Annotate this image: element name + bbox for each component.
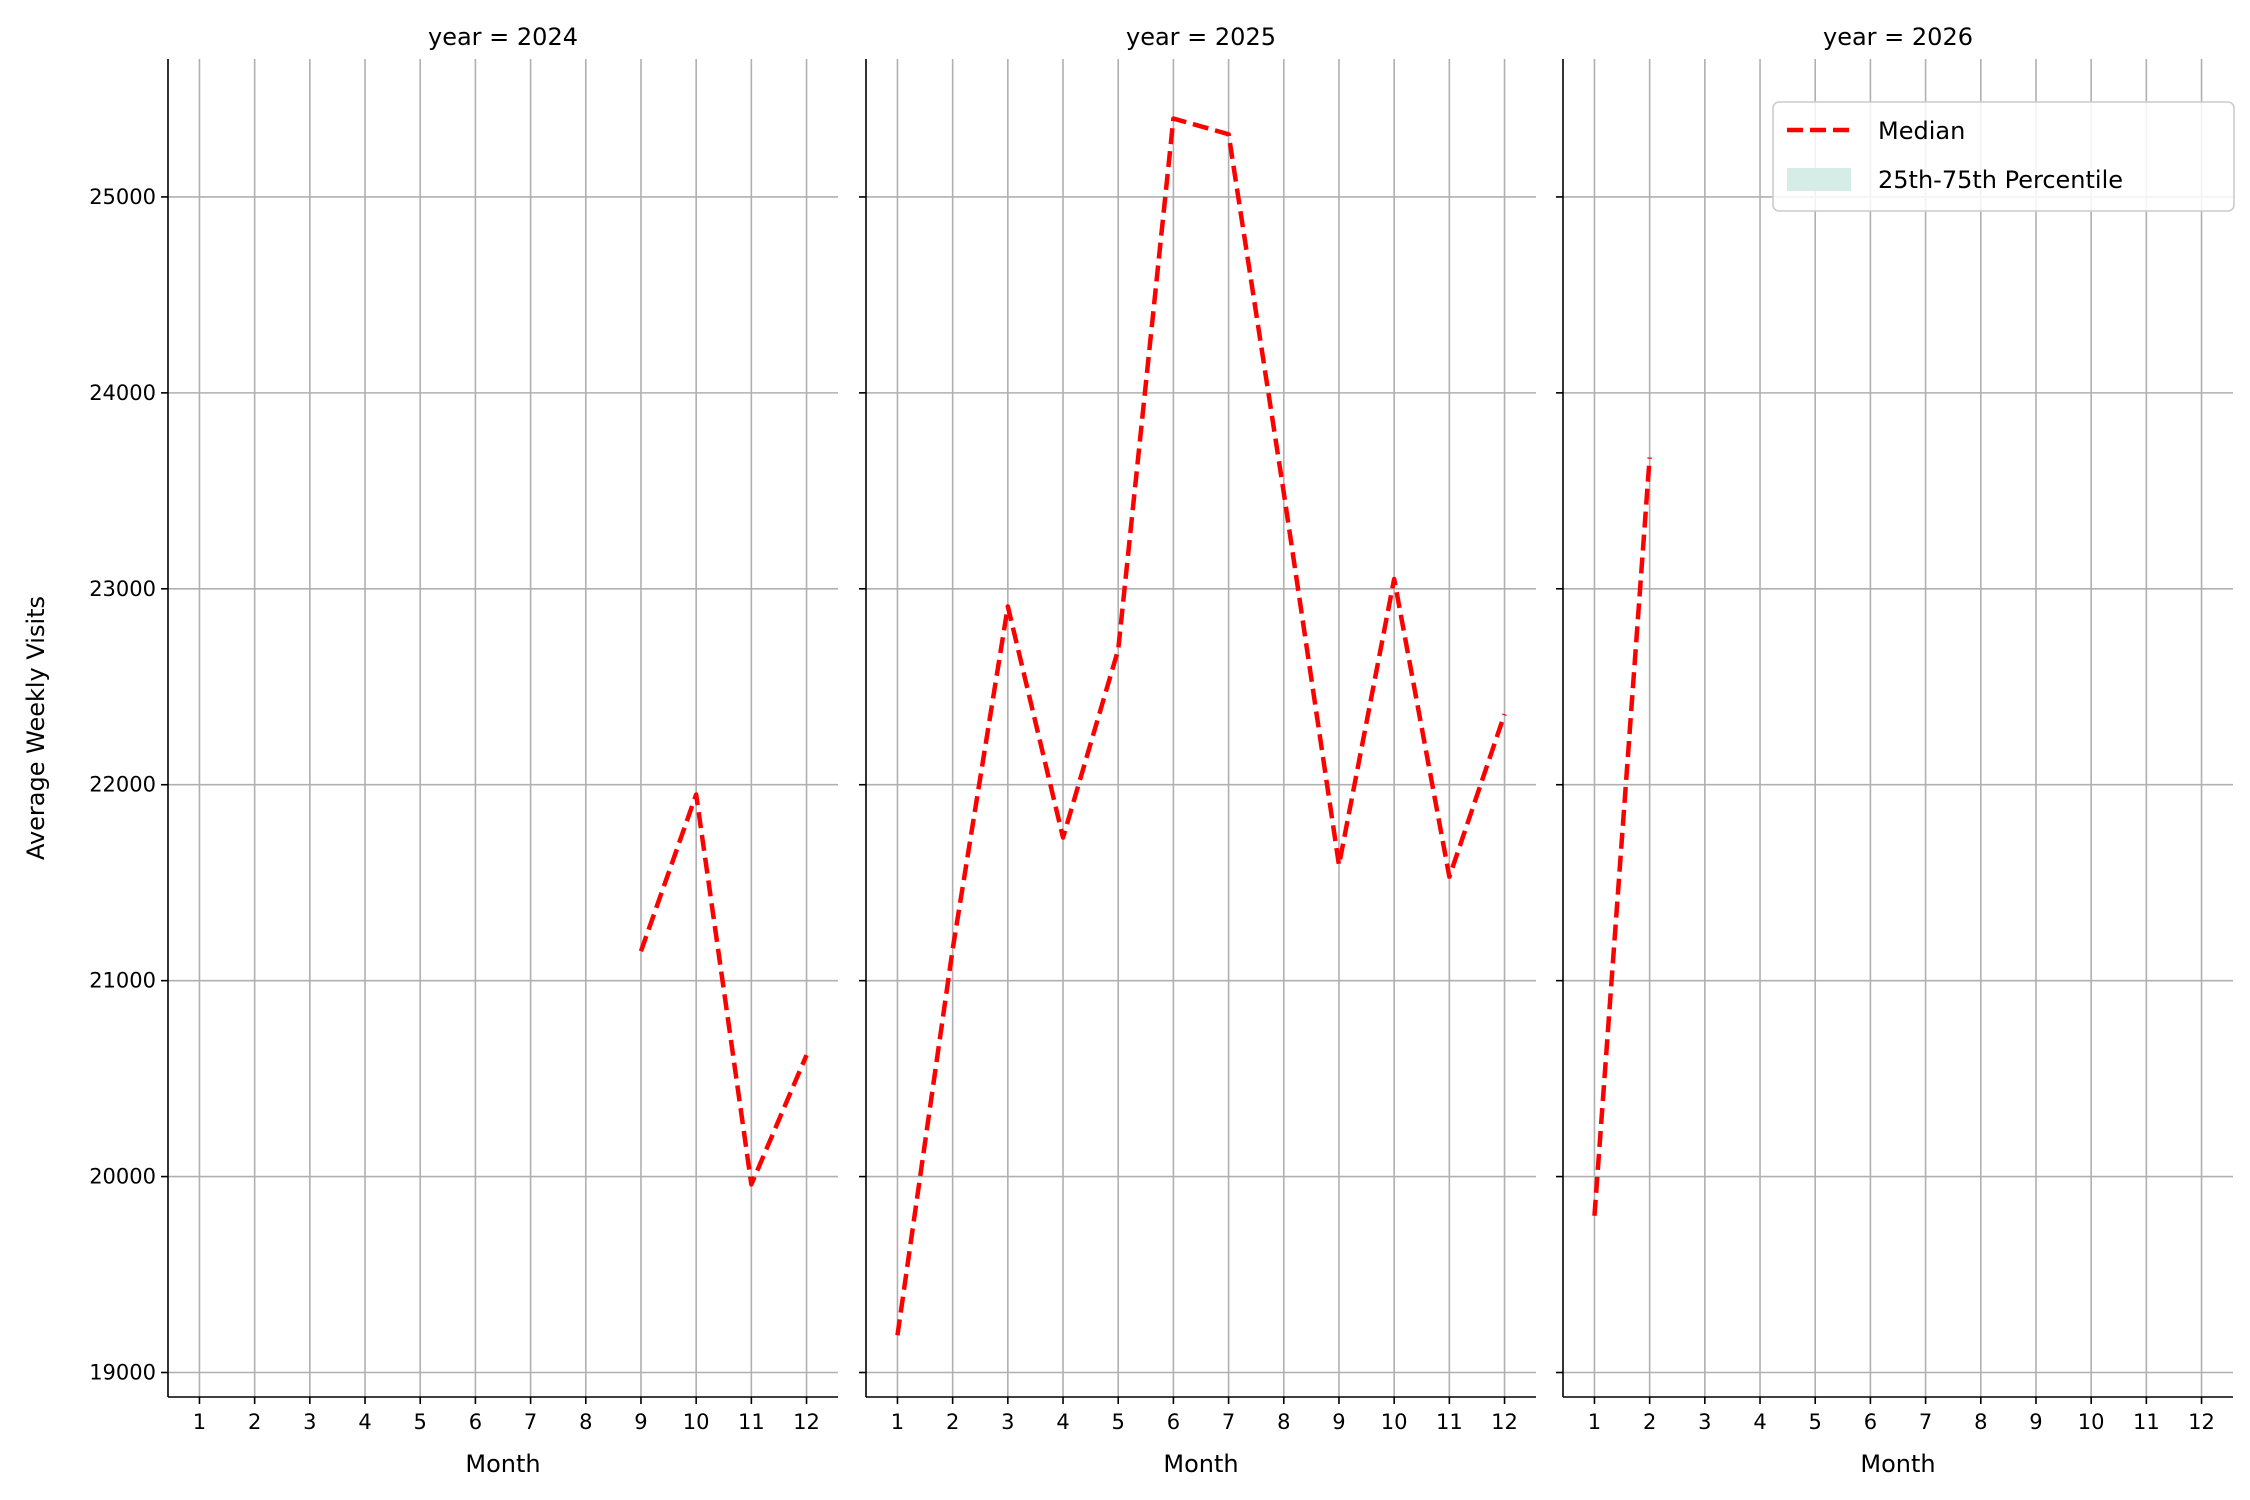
panel-0: 1 2 3 4 5 6 7 8 9 10 11 121900020000210002200023000…: [89, 23, 838, 1478]
x-tick-label: 2: [1643, 1410, 1656, 1434]
median-line: [895, 116, 1507, 1336]
x-tick-label: 4: [1753, 1410, 1766, 1434]
x-tick-label: 10: [2078, 1410, 2105, 1434]
x-tick-label: 1: [1588, 1410, 1601, 1434]
x-tick-label: 7: [1919, 1410, 1932, 1434]
x-tick-label: 2: [946, 1410, 959, 1434]
x-tick-label: 5: [1112, 1410, 1125, 1434]
x-tick-label: 4: [358, 1410, 371, 1434]
x-tick-label: 3: [1001, 1410, 1014, 1434]
x-tick-label: 12: [2188, 1410, 2215, 1434]
median-line: [638, 792, 809, 1187]
x-tick-label: 7: [524, 1410, 537, 1434]
x-tick-label: 6: [1864, 1410, 1877, 1434]
legend-frame: [1772, 101, 2235, 212]
x-tick-label: 12: [1491, 1410, 1518, 1434]
panel-title: year = 2026: [1823, 23, 1973, 51]
x-tick-label: 6: [469, 1410, 482, 1434]
x-tick-label: 8: [1277, 1410, 1290, 1434]
legend-percentile-swatch: [1787, 168, 1851, 191]
x-tick-label: 1: [891, 1410, 904, 1434]
panel-title: year = 2025: [1126, 23, 1276, 51]
y-tick-label: 20000: [89, 1165, 156, 1189]
y-tick-label: 24000: [89, 381, 156, 405]
x-tick-label: 4: [1056, 1410, 1069, 1434]
x-tick-label: 3: [1698, 1410, 1711, 1434]
y-tick-label: 23000: [89, 577, 156, 601]
x-tick-label: 9: [2029, 1410, 2042, 1434]
x-tick-label: 5: [414, 1410, 427, 1434]
x-axis-label: Month: [1860, 1450, 1935, 1478]
x-tick-label: 8: [1974, 1410, 1987, 1434]
x-axis-label: Month: [465, 1450, 540, 1478]
y-tick-label: 21000: [89, 969, 156, 993]
legend-percentile-label: 25th-75th Percentile: [1878, 166, 2123, 194]
x-tick-label: 8: [579, 1410, 592, 1434]
x-tick-label: 12: [793, 1410, 820, 1434]
x-tick-label: 10: [683, 1410, 710, 1434]
x-tick-label: 2: [248, 1410, 261, 1434]
y-tick-label: 25000: [89, 185, 156, 209]
y-axis-label: Average Weekly Visits: [22, 596, 50, 860]
legend: Median 25th-75th Percentile: [1772, 101, 2235, 212]
x-tick-label: 3: [303, 1410, 316, 1434]
x-tick-label: 1: [193, 1410, 206, 1434]
x-tick-label: 11: [2133, 1410, 2160, 1434]
x-tick-label: 9: [634, 1410, 647, 1434]
median-line: [1592, 457, 1652, 1216]
y-tick-label: 22000: [89, 773, 156, 797]
x-axis-label: Month: [1163, 1450, 1238, 1478]
panel-title: year = 2024: [428, 23, 578, 51]
x-tick-label: 6: [1167, 1410, 1180, 1434]
x-tick-label: 5: [1809, 1410, 1822, 1434]
x-tick-label: 9: [1332, 1410, 1345, 1434]
x-tick-label: 11: [1436, 1410, 1463, 1434]
x-tick-label: 10: [1381, 1410, 1408, 1434]
x-tick-label: 7: [1222, 1410, 1235, 1434]
y-tick-label: 19000: [89, 1361, 156, 1385]
x-tick-label: 11: [738, 1410, 765, 1434]
legend-median-label: Median: [1878, 117, 1965, 145]
